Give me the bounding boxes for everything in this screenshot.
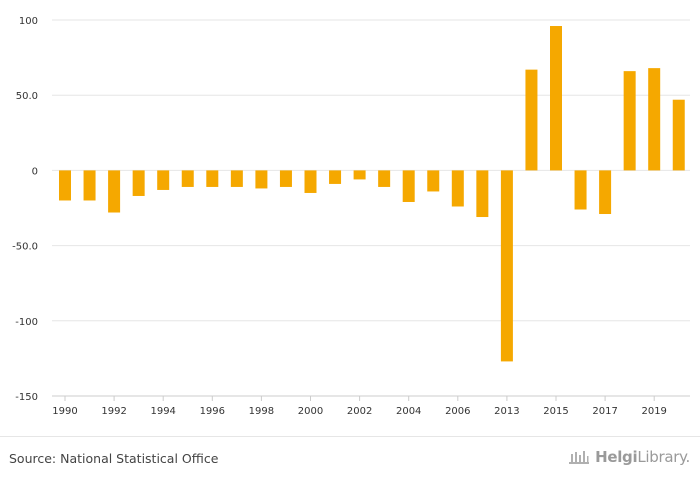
bar [255, 170, 268, 189]
bar [304, 170, 317, 193]
y-axis-tick-labels: 100 50.0 0 -50.0 -100 -150 [12, 16, 38, 403]
bar [353, 170, 366, 180]
source-note: Source: National Statistical Office [9, 451, 219, 466]
x-tick-label: 2013 [494, 406, 519, 417]
x-tick-label: 2015 [543, 406, 568, 417]
x-tick-label: 1992 [101, 406, 126, 417]
bar [500, 170, 513, 362]
bar [279, 170, 292, 187]
bar [378, 170, 391, 187]
x-axis-tick-labels: 1990 1992 1994 1996 1998 2000 2002 2004 2006 2013… [52, 396, 667, 417]
footer-divider [0, 436, 700, 437]
brand-logo: Helgi Library. [568, 448, 690, 466]
bar-series [59, 26, 685, 362]
y-tick-label: 50.0 [16, 91, 38, 102]
bar [550, 26, 562, 171]
x-tick-label: 2019 [641, 406, 666, 417]
bar [206, 170, 219, 187]
x-tick-label: 1996 [200, 406, 225, 417]
bar [329, 170, 342, 184]
bar [181, 170, 194, 187]
brand-name-regular: Library. [637, 448, 690, 466]
x-tick-label: 1994 [150, 406, 175, 417]
x-tick-label: 1998 [249, 406, 274, 417]
bar [599, 170, 612, 215]
bar [83, 170, 96, 201]
bar [525, 69, 538, 171]
bar [402, 170, 415, 202]
bar [574, 170, 587, 210]
bar [427, 170, 440, 192]
x-tick-label: 2004 [396, 406, 421, 417]
bar [59, 170, 71, 201]
x-tick-label: 2002 [347, 406, 372, 417]
y-tick-label: 0 [32, 166, 38, 177]
bar [648, 68, 661, 171]
bar [623, 71, 636, 171]
y-tick-label: -50.0 [12, 242, 38, 253]
bar [132, 170, 145, 196]
x-tick-label: 2017 [592, 406, 617, 417]
grid-lines [52, 19, 690, 397]
y-tick-label: -150 [15, 392, 38, 403]
y-tick-label: -100 [15, 317, 38, 328]
bar [672, 99, 685, 171]
bar [476, 170, 489, 218]
x-tick-label: 1990 [52, 406, 77, 417]
x-tick-label: 2006 [445, 406, 470, 417]
bar [230, 170, 243, 187]
x-tick-label: 2000 [298, 406, 323, 417]
bar [108, 170, 121, 213]
bar [451, 170, 464, 207]
bar [157, 170, 170, 190]
y-tick-label: 100 [19, 16, 38, 27]
brand-name-bold: Helgi [595, 448, 638, 466]
library-building-icon [569, 451, 590, 464]
